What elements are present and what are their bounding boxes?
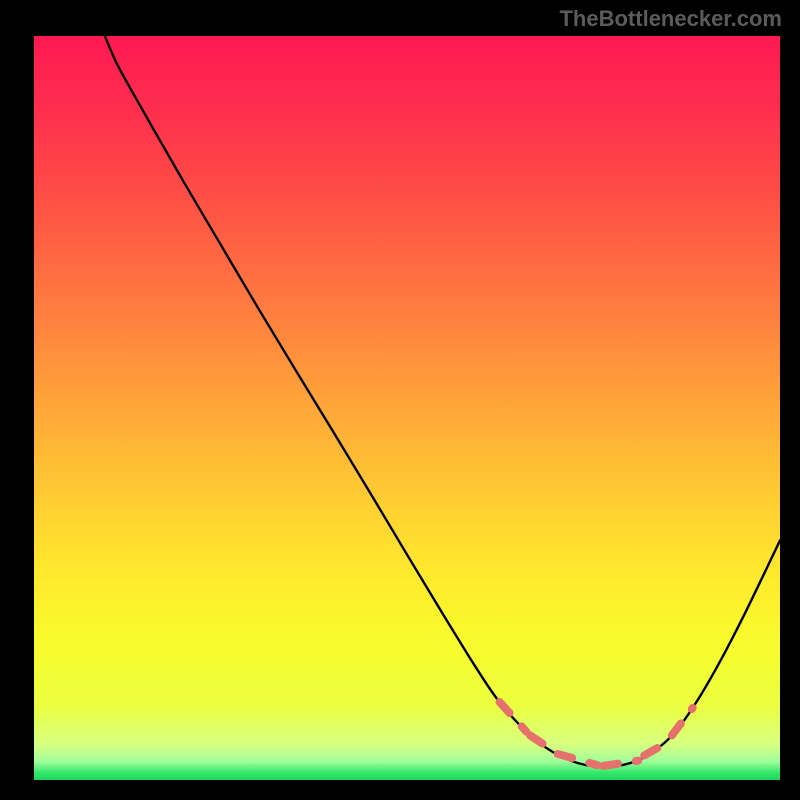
attribution-text: TheBottlenecker.com <box>559 6 782 32</box>
chart-container: TheBottlenecker.com <box>0 0 800 800</box>
chart-plot-area <box>34 36 780 780</box>
chart-svg <box>34 36 780 780</box>
gradient-background <box>34 36 780 780</box>
